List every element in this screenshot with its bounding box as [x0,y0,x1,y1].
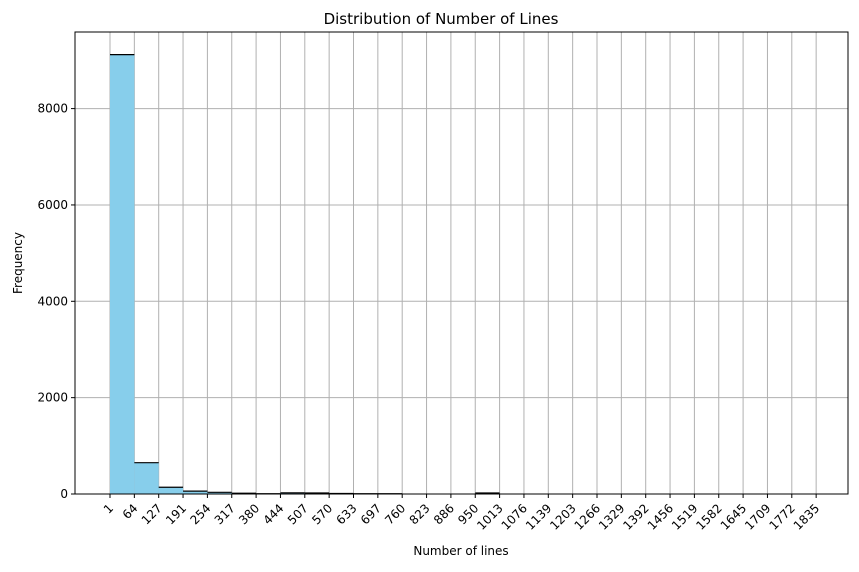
x-tick-label: 1835 [791,501,822,532]
histogram-bar [159,487,183,494]
x-tick-label: 1645 [718,501,749,532]
plot-frame [75,32,848,494]
x-tick-label: 1139 [523,501,554,532]
x-tick-label: 1329 [596,501,627,532]
y-tick-label: 0 [60,487,68,501]
y-axis-label: Frequency [11,232,25,294]
histogram-bar [134,463,158,494]
y-tick-label: 4000 [37,294,68,308]
x-tick-label: 760 [382,501,408,527]
y-axis-ticks: 0 2000 4000 6000 8000 [37,102,75,501]
x-tick-label: 1582 [693,501,724,532]
y-tick-label: 2000 [37,391,68,405]
x-tick-label: 317 [212,501,238,527]
x-tick-label: 191 [163,501,189,527]
grid-lines [75,32,848,494]
x-tick-label: 507 [285,501,311,527]
x-tick-label: 823 [407,501,433,527]
x-axis-ticks: 1 641271912543173804445075706336977608238… [101,494,822,533]
x-tick-label: 1266 [572,501,603,532]
x-tick-label: 886 [431,501,457,527]
x-tick-label: 697 [358,501,384,527]
x-tick-label: 1076 [499,501,530,532]
x-tick-label: 380 [236,501,262,527]
x-tick-label: 633 [334,501,360,527]
x-tick-label: 1203 [547,501,578,532]
x-tick-label: 1456 [645,501,676,532]
x-tick-label: 1392 [620,501,651,532]
x-tick-label: 1709 [742,501,773,532]
histogram-bar [110,55,134,494]
x-tick-label: 444 [260,501,286,527]
y-tick-label: 6000 [37,198,68,212]
x-axis-label: Number of lines [413,544,508,558]
x-tick-label: 1013 [474,501,505,532]
x-tick-label: 1519 [669,501,700,532]
x-tick-label: 254 [187,501,213,527]
x-tick-label: 570 [309,501,335,527]
chart-title: Distribution of Number of Lines [324,10,559,28]
y-tick-label: 8000 [37,102,68,116]
x-tick-label: 64 [120,501,141,522]
x-tick-label: 127 [139,501,165,527]
x-tick-label: 1 [101,501,116,516]
x-tick-label: 1772 [766,501,797,532]
